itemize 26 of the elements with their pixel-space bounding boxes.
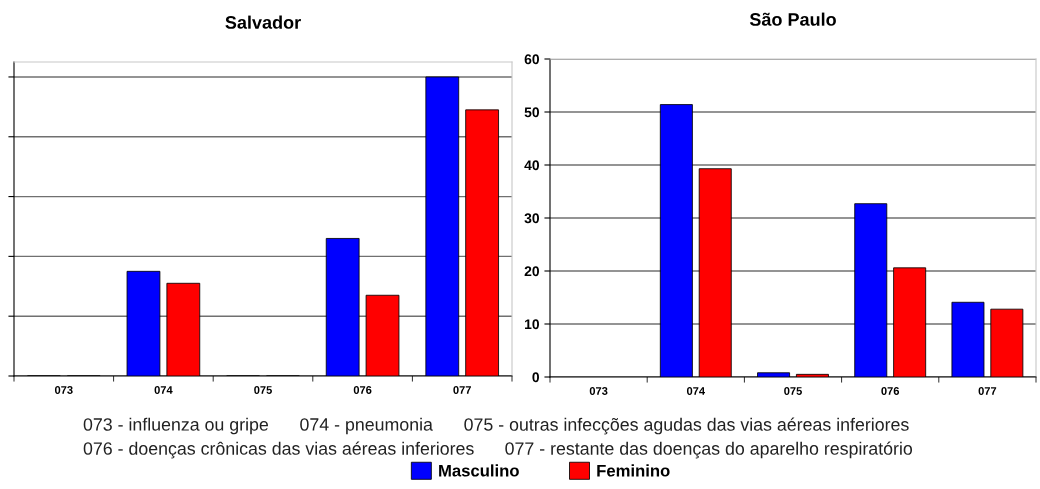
x-tick-label: 075 bbox=[784, 387, 802, 395]
text: 073 - influenza ou gripe bbox=[83, 417, 269, 435]
x-tick-label: 073 bbox=[589, 387, 608, 395]
y-tick-label: 60 bbox=[524, 54, 540, 65]
y-tick-label: 10 bbox=[525, 319, 540, 330]
chart-title: Salvador bbox=[225, 15, 301, 29]
y-tick-label: 0 bbox=[532, 372, 540, 383]
chart-title: São Paulo bbox=[749, 12, 836, 26]
x-tick-label: 075 bbox=[254, 386, 272, 394]
legend-label: Feminino bbox=[597, 464, 670, 477]
x-tick-label: 077 bbox=[453, 386, 471, 394]
x-tick-label: 076 bbox=[881, 387, 900, 395]
text: 077 - restante das doenças do aparelho respiratório bbox=[505, 441, 913, 459]
text: 075 - outras infecções agudas das vias aéreas inferiores bbox=[464, 417, 909, 435]
y-tick-label: 20 bbox=[524, 266, 540, 277]
x-tick-label: 074 bbox=[154, 386, 173, 394]
y-tick-label: 40 bbox=[524, 160, 540, 171]
y-tick-label: 50 bbox=[524, 107, 540, 118]
x-tick-label: 073 bbox=[54, 386, 73, 394]
text: 076 - doenças crônicas das vias aéreas inferiores bbox=[83, 441, 474, 459]
y-tick-label: 30 bbox=[524, 213, 540, 224]
x-tick-label: 074 bbox=[686, 387, 706, 395]
x-tick-label: 076 bbox=[353, 386, 372, 394]
legend-label: Masculino bbox=[439, 464, 519, 477]
x-tick-label: 077 bbox=[978, 387, 997, 395]
text: 074 - pneumonia bbox=[300, 417, 433, 435]
